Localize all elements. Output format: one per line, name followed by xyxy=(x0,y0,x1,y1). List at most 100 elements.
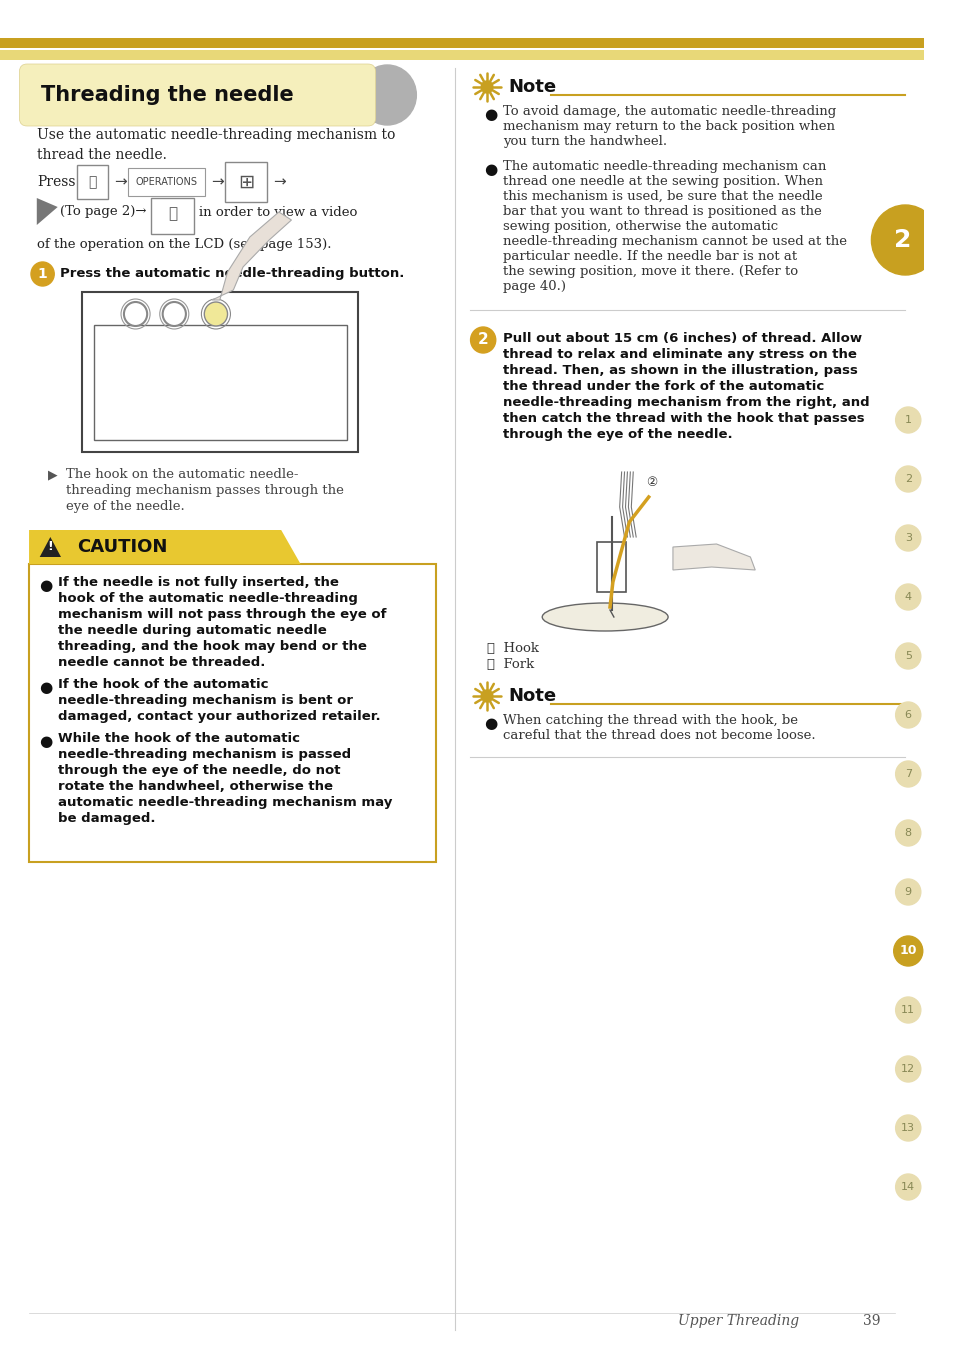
Text: through the eye of the needle, do not: through the eye of the needle, do not xyxy=(58,764,340,776)
Text: thread the needle.: thread the needle. xyxy=(37,148,167,162)
Text: Press the automatic needle-threading button.: Press the automatic needle-threading but… xyxy=(60,267,404,280)
Text: !: ! xyxy=(48,541,53,554)
Text: 8: 8 xyxy=(903,828,911,838)
Text: To avoid damage, the automatic needle-threading: To avoid damage, the automatic needle-th… xyxy=(503,105,836,119)
Text: ●: ● xyxy=(483,106,497,123)
Text: in order to view a video: in order to view a video xyxy=(199,205,357,218)
Text: ①  Hook: ① Hook xyxy=(487,642,538,655)
Text: Threading the needle: Threading the needle xyxy=(41,85,294,105)
Text: 13: 13 xyxy=(901,1123,914,1134)
Text: needle-threading mechanism from the right, and: needle-threading mechanism from the righ… xyxy=(503,396,869,408)
Text: 39: 39 xyxy=(862,1314,880,1328)
Text: ②: ② xyxy=(645,476,657,488)
Circle shape xyxy=(470,328,496,353)
Text: rotate the handwheel, otherwise the: rotate the handwheel, otherwise the xyxy=(58,780,333,793)
Text: OPERATIONS: OPERATIONS xyxy=(135,177,197,187)
Text: ●: ● xyxy=(39,679,51,696)
Text: hook of the automatic needle-threading: hook of the automatic needle-threading xyxy=(58,592,357,605)
Text: 10: 10 xyxy=(899,945,916,957)
Text: ⊞: ⊞ xyxy=(237,173,253,191)
Text: mechanism may return to the back position when: mechanism may return to the back positio… xyxy=(503,120,835,133)
Text: Note: Note xyxy=(508,78,556,96)
Bar xyxy=(93,325,346,439)
Circle shape xyxy=(895,1174,920,1200)
Text: needle-threading mechanism is bent or: needle-threading mechanism is bent or xyxy=(58,694,353,706)
Circle shape xyxy=(895,702,920,728)
Text: thread to relax and eliminate any stress on the: thread to relax and eliminate any stress… xyxy=(503,348,857,361)
Circle shape xyxy=(204,302,228,326)
Text: page 40.): page 40.) xyxy=(503,280,566,293)
Circle shape xyxy=(895,1115,920,1140)
Text: The automatic needle-threading mechanism can: The automatic needle-threading mechanism… xyxy=(503,160,826,173)
Text: ●: ● xyxy=(483,716,497,731)
Text: this mechanism is used, be sure that the needle: this mechanism is used, be sure that the… xyxy=(503,190,822,204)
Text: automatic needle-threading mechanism may: automatic needle-threading mechanism may xyxy=(58,797,392,809)
Text: 2: 2 xyxy=(477,333,488,348)
Text: you turn the handwheel.: you turn the handwheel. xyxy=(503,135,667,148)
Text: threading, and the hook may bend or the: threading, and the hook may bend or the xyxy=(58,640,367,652)
Text: 1: 1 xyxy=(38,267,48,280)
Polygon shape xyxy=(29,530,300,563)
Text: bar that you want to thread is positioned as the: bar that you want to thread is positione… xyxy=(503,205,821,218)
Circle shape xyxy=(163,302,186,326)
Text: The hook on the automatic needle-: The hook on the automatic needle- xyxy=(66,468,298,481)
Text: 📷: 📷 xyxy=(168,206,176,221)
Text: 2: 2 xyxy=(903,474,911,484)
Ellipse shape xyxy=(541,603,667,631)
Text: ●: ● xyxy=(39,735,51,749)
Circle shape xyxy=(895,998,920,1023)
Text: 1: 1 xyxy=(903,415,911,425)
Text: Press: Press xyxy=(37,175,75,189)
Bar xyxy=(77,164,109,200)
Text: Upper Threading: Upper Threading xyxy=(677,1314,798,1328)
Bar xyxy=(0,50,923,61)
Text: 6: 6 xyxy=(903,710,911,720)
Text: 5: 5 xyxy=(903,651,911,661)
Bar xyxy=(29,563,436,861)
Text: damaged, contact your authorized retailer.: damaged, contact your authorized retaile… xyxy=(58,710,380,723)
Text: Note: Note xyxy=(508,687,556,705)
Text: →: → xyxy=(273,174,286,190)
Text: 14: 14 xyxy=(901,1182,914,1192)
Circle shape xyxy=(893,936,922,967)
Polygon shape xyxy=(40,537,61,557)
Text: sewing position, otherwise the automatic: sewing position, otherwise the automatic xyxy=(503,220,778,233)
Polygon shape xyxy=(212,212,292,301)
Text: needle-threading mechanism is passed: needle-threading mechanism is passed xyxy=(58,748,351,762)
Text: Pull out about 15 cm (6 inches) of thread. Allow: Pull out about 15 cm (6 inches) of threa… xyxy=(503,332,862,345)
FancyBboxPatch shape xyxy=(19,63,375,125)
Text: 9: 9 xyxy=(903,887,911,896)
Text: thread. Then, as shown in the illustration, pass: thread. Then, as shown in the illustrati… xyxy=(503,364,858,377)
Circle shape xyxy=(480,690,493,702)
Text: the thread under the fork of the automatic: the thread under the fork of the automat… xyxy=(503,380,824,394)
Text: particular needle. If the needle bar is not at: particular needle. If the needle bar is … xyxy=(503,249,797,263)
Circle shape xyxy=(895,466,920,492)
Text: When catching the thread with the hook, be: When catching the thread with the hook, … xyxy=(503,714,798,727)
Text: Use the automatic needle-threading mechanism to: Use the automatic needle-threading mecha… xyxy=(37,128,395,142)
Circle shape xyxy=(895,524,920,551)
Text: through the eye of the needle.: through the eye of the needle. xyxy=(503,429,732,441)
Text: mechanism will not pass through the eye of: mechanism will not pass through the eye … xyxy=(58,608,386,621)
Bar xyxy=(597,542,626,592)
Circle shape xyxy=(895,762,920,787)
Polygon shape xyxy=(37,198,57,225)
Circle shape xyxy=(124,302,147,326)
Text: needle cannot be threaded.: needle cannot be threaded. xyxy=(58,656,265,669)
Text: 11: 11 xyxy=(901,1006,914,1015)
Circle shape xyxy=(358,65,416,125)
Text: ●: ● xyxy=(483,162,497,177)
Circle shape xyxy=(895,407,920,433)
Circle shape xyxy=(870,205,939,275)
Text: 7: 7 xyxy=(903,768,911,779)
Bar xyxy=(0,38,923,49)
Text: the needle during automatic needle: the needle during automatic needle xyxy=(58,624,327,638)
Circle shape xyxy=(480,81,493,93)
Text: CAUTION: CAUTION xyxy=(77,538,168,555)
Text: If the hook of the automatic: If the hook of the automatic xyxy=(58,678,269,692)
Text: of the operation on the LCD (see page 153).: of the operation on the LCD (see page 15… xyxy=(37,239,331,251)
Bar xyxy=(27,88,373,123)
Text: threading mechanism passes through the: threading mechanism passes through the xyxy=(66,484,343,497)
Text: be damaged.: be damaged. xyxy=(58,811,155,825)
Circle shape xyxy=(895,643,920,669)
Circle shape xyxy=(30,262,54,286)
